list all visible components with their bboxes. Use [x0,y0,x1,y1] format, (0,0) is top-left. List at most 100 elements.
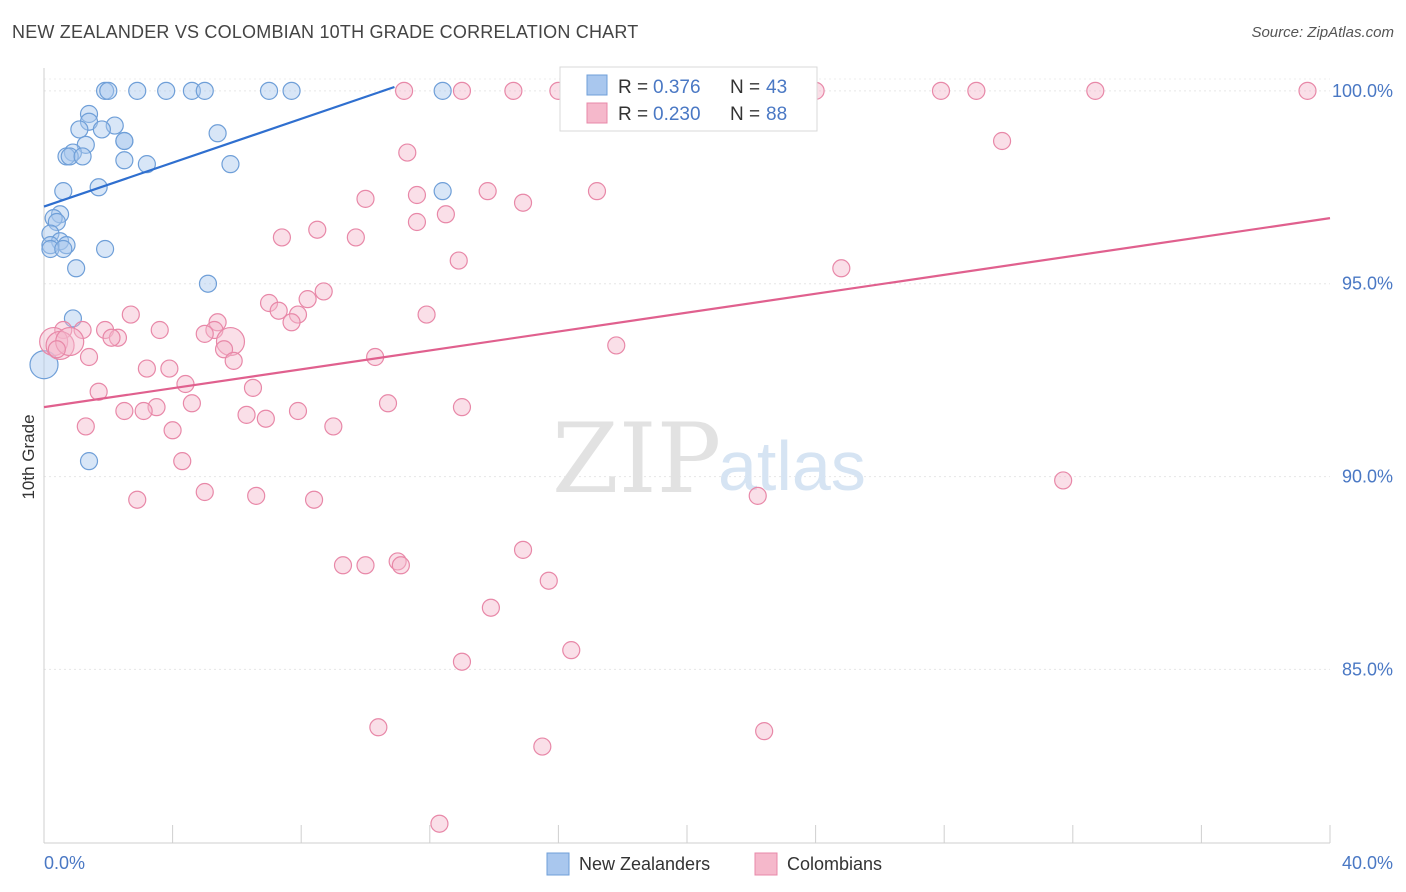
point-colombian [587,182,607,201]
point-colombian [115,401,134,421]
point-colombian [150,320,169,340]
chart-title: NEW ZEALANDER VS COLOMBIAN 10TH GRADE CO… [12,22,639,42]
point-colombian [430,814,449,833]
legend-swatch-new-zealanders [586,74,608,96]
point-colombian [356,556,375,575]
watermark: ZIP atlas [552,403,866,515]
bottom-legend: New Zealanders Colombians [546,852,882,876]
point-colombian [436,205,455,224]
point-new-zealander [99,81,118,100]
legend-swatch-colombians [586,102,608,124]
point-colombian [163,421,182,440]
point-colombian [1054,471,1073,490]
point-colombian [394,81,414,100]
point-new-zealander [60,147,79,166]
point-colombian [288,401,308,421]
point-colombian [76,417,95,436]
point-colombian [346,228,365,247]
point-colombian [539,571,558,590]
point-new-zealander [115,131,134,151]
point-colombian [298,290,317,309]
point-new-zealander [221,155,240,174]
point-colombian [173,452,192,471]
point-colombian [967,81,986,100]
point-new-zealander [79,104,99,124]
point-colombian [256,409,275,428]
point-colombian [324,417,343,436]
point-colombian [237,405,256,424]
point-new-zealander [433,182,452,201]
point-colombian [79,347,99,367]
point-colombian [176,374,195,394]
point-colombian [452,81,472,100]
point-new-zealander [95,239,115,259]
bottom-legend-new-zealanders: New Zealanders [579,854,710,874]
point-new-zealander [67,259,86,278]
point-colombian [513,193,533,212]
point-colombian [259,293,279,313]
trend-line-colombians [43,217,1331,409]
legend-r-label-2: R = [618,104,648,125]
point-colombian [407,212,427,232]
watermark-zip: ZIP [552,403,721,515]
bottom-legend-colombians: Colombians [787,854,882,874]
point-colombian [562,641,581,660]
legend-box: R = 0.376 N = 43 R = 0.230 N = 88 [559,66,818,132]
legend-n-value-2: 88 [766,104,787,125]
gridlines [44,78,1330,670]
point-colombian [755,722,774,741]
point-colombian [224,351,243,370]
point-colombian [282,313,301,332]
point-colombian [481,598,500,617]
chart-source: Source: ZipAtlas.com [1251,24,1394,41]
point-new-zealander [137,155,156,174]
point-colombian [314,282,333,301]
point-colombian [269,301,288,320]
y-tick-label: 95.0% [1342,274,1393,294]
y-tick-labels: 85.0% 90.0% 95.0% 100.0% [1332,81,1393,680]
point-new-zealander [115,151,134,170]
point-colombian [607,336,626,355]
point-colombian [504,81,523,100]
point-new-zealander [259,81,279,100]
point-colombian [478,182,497,201]
point-colombian [247,486,266,505]
point-colombian [308,220,327,239]
point-colombian [417,305,436,324]
point-new-zealander [128,81,147,100]
y-tick-label: 90.0% [1342,467,1393,487]
legend-r-value-1: 0.376 [653,77,701,98]
point-new-zealander [54,239,73,259]
point-colombian [356,189,375,208]
bottom-legend-swatch-new-zealanders [546,852,570,876]
point-colombian [398,143,417,162]
watermark-atlas: atlas [718,427,866,505]
y-tick-label: 100.0% [1332,81,1393,101]
point-new-zealander [182,81,201,100]
point-colombian [1086,81,1105,100]
point-colombian [128,490,147,509]
point-colombian [137,359,156,378]
point-colombian [452,652,472,671]
trend-line-new-zealanders [43,85,395,208]
point-new-zealander [282,81,301,100]
legend-r-value-2: 0.230 [653,104,701,125]
point-colombian [272,228,292,247]
point-new-zealander [47,212,66,232]
legend-n-value-1: 43 [766,77,787,98]
data-points [29,81,1317,833]
point-colombian [407,185,427,205]
y-tick-label: 85.0% [1342,659,1393,679]
point-colombian [533,737,552,756]
x-tick-max: 40.0% [1342,853,1393,873]
point-colombian [369,718,388,737]
point-new-zealander [41,239,60,259]
point-colombian [121,305,140,324]
point-colombian [931,81,951,100]
point-colombian [452,398,472,417]
point-new-zealander [157,81,176,100]
point-new-zealander [198,274,218,293]
point-colombian [195,324,214,343]
point-new-zealander [208,124,227,143]
